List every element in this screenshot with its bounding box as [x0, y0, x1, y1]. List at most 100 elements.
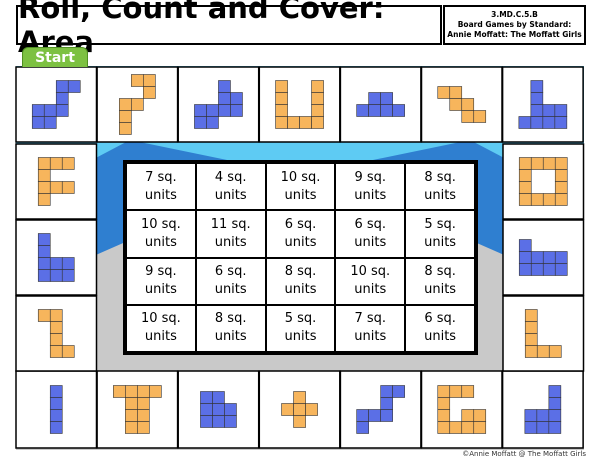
shape-square [49, 409, 63, 422]
area-cell[interactable]: 10 sq. units [126, 210, 196, 258]
shape-square [461, 421, 475, 434]
shape-square [530, 193, 544, 206]
area-cell[interactable]: 7 sq. units [126, 163, 196, 211]
area-label: 8 sq. units [424, 264, 457, 298]
area-label: 6 sq. units [214, 264, 247, 298]
shape-square [368, 104, 381, 117]
shape-square [61, 157, 75, 170]
board-space [502, 295, 585, 372]
shape-square [461, 98, 475, 111]
shape-square [554, 193, 568, 206]
shape-square [37, 193, 51, 206]
shape-square [194, 116, 207, 129]
area-cell[interactable]: 9 sq. units [126, 257, 196, 305]
area-label: 5 sq. units [424, 216, 457, 250]
shape-square [275, 116, 288, 129]
shape-square [49, 157, 63, 170]
shape-square [530, 251, 544, 264]
area-label: 6 sq. units [354, 216, 387, 250]
shape-square [55, 92, 69, 105]
shape-square [311, 92, 324, 105]
area-cell[interactable]: 6 sq. units [335, 210, 406, 258]
shape-square [224, 415, 237, 428]
shape-square [37, 157, 51, 170]
shape-square [554, 169, 568, 182]
shape-square [49, 269, 63, 282]
area-cell[interactable]: 11 sq. units [195, 210, 266, 258]
shape-square [356, 421, 369, 434]
shape-square [37, 233, 51, 246]
shape-square [119, 122, 132, 135]
shape-square [536, 409, 550, 422]
shape-square [31, 116, 45, 129]
area-cell[interactable]: 10 sq. units [335, 257, 406, 305]
area-cell[interactable]: 8 sq. units [405, 163, 475, 211]
shape-square [548, 345, 562, 358]
area-cell[interactable]: 10 sq. units [265, 163, 336, 211]
shape-square [194, 104, 207, 117]
area-cell[interactable]: 8 sq. units [195, 304, 266, 352]
area-cell[interactable]: 9 sq. units [335, 163, 406, 211]
shape-square [275, 92, 288, 105]
area-cell[interactable]: 4 sq. units [195, 163, 266, 211]
area-cell[interactable]: 7 sq. units [335, 304, 406, 352]
area-label: 10 sq. units [350, 264, 391, 298]
shape-square [554, 181, 568, 194]
shape-square [554, 251, 568, 264]
shape-square [206, 104, 219, 117]
shape-square [49, 345, 63, 358]
shape-square [37, 269, 51, 282]
shape-square [530, 157, 544, 170]
shape-square [437, 421, 451, 434]
shape-square [473, 409, 487, 422]
shape-square [49, 309, 63, 322]
area-cell[interactable]: 8 sq. units [405, 257, 475, 305]
area-label: 8 sq. units [214, 311, 247, 345]
shape-square [43, 104, 57, 117]
shape-square [449, 385, 463, 398]
area-cell[interactable]: 6 sq. units [265, 210, 336, 258]
area-cell[interactable]: 6 sq. units [195, 257, 266, 305]
shape-square [206, 116, 219, 129]
start-tab[interactable]: Start [22, 47, 88, 67]
area-cell[interactable]: 5 sq. units [405, 210, 475, 258]
area-cell[interactable]: 6 sq. units [405, 304, 475, 352]
area-label: 7 sq. units [144, 169, 177, 203]
shape-square [37, 257, 51, 270]
area-cell[interactable]: 10 sq. units [126, 304, 196, 352]
area-label: 5 sq. units [284, 311, 317, 345]
area-cell[interactable]: 8 sq. units [265, 257, 336, 305]
area-label: 4 sq. units [214, 169, 247, 203]
shape-square [49, 421, 63, 434]
cover-grid: 7 sq. units 4 sq. units 10 sq. units 9 sq. … [123, 160, 478, 355]
shape-square [224, 403, 237, 416]
shape-square [524, 345, 538, 358]
shape-square [230, 104, 243, 117]
area-label: 8 sq. units [284, 264, 317, 298]
shape-square [356, 104, 369, 117]
board-space [501, 66, 584, 143]
shape-square [437, 397, 451, 410]
shape-square [311, 80, 324, 93]
shape-square [449, 98, 463, 111]
shape-square [461, 385, 475, 398]
shape-square [311, 104, 324, 117]
shape-square [67, 80, 81, 93]
shape-square [368, 92, 381, 105]
area-cell[interactable]: 5 sq. units [265, 304, 336, 352]
area-label: 8 sq. units [424, 169, 457, 203]
shape-square [305, 403, 318, 416]
shape-square [380, 104, 393, 117]
area-label: 9 sq. units [354, 169, 387, 203]
shape-square [368, 409, 381, 422]
shape-square [293, 403, 306, 416]
shape-square [200, 391, 213, 404]
shape-square [230, 92, 243, 105]
shape-square [137, 409, 150, 422]
shape-square [473, 110, 487, 123]
shape-square [113, 385, 126, 398]
board-space [258, 66, 341, 143]
shape-square [392, 385, 405, 398]
shape-square [61, 345, 75, 358]
shape-square [31, 104, 45, 117]
